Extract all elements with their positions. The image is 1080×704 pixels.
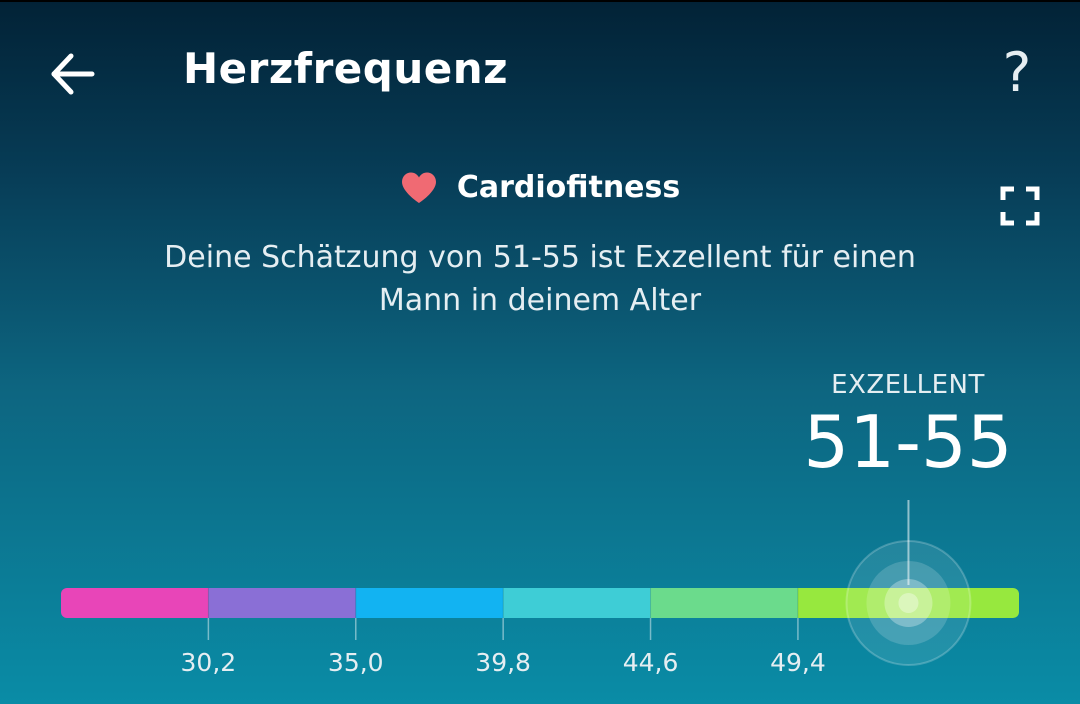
scale-segment xyxy=(61,588,209,618)
scale-bar xyxy=(61,588,1019,618)
scale-segment xyxy=(650,588,798,618)
rating-label: EXZELLENT xyxy=(831,370,985,400)
section-header: Cardiofitness xyxy=(0,170,1080,205)
heart-icon xyxy=(401,172,436,203)
rating-value: 51-55 xyxy=(803,400,1013,484)
tick-label: 44,6 xyxy=(622,648,679,677)
section-title: Cardiofitness xyxy=(456,170,681,205)
page-title: Herzfrequenz xyxy=(183,44,509,93)
tick-label: 39,8 xyxy=(475,648,531,677)
tick-label: 35,0 xyxy=(327,648,384,677)
back-arrow-icon[interactable] xyxy=(44,46,100,102)
tick-label: 49,4 xyxy=(770,648,826,677)
marker-halo-middle xyxy=(866,561,951,645)
heart-shape xyxy=(401,172,436,203)
scale-segment xyxy=(208,588,356,618)
fitness-summary-text: Deine Schätzung von 51-55 ist Exzellent … xyxy=(164,240,916,318)
status-edge xyxy=(0,0,1080,2)
marker-halo-inner xyxy=(884,579,933,627)
fullscreen-icon[interactable] xyxy=(1000,186,1040,226)
marker-dot xyxy=(898,593,919,613)
tick-label: 30,2 xyxy=(180,648,237,677)
scale-segment xyxy=(503,588,651,618)
scale-segment xyxy=(797,588,1019,618)
marker-halo-outer xyxy=(845,540,972,666)
help-icon[interactable]: ? xyxy=(1002,41,1032,104)
scale-segment xyxy=(355,588,504,618)
